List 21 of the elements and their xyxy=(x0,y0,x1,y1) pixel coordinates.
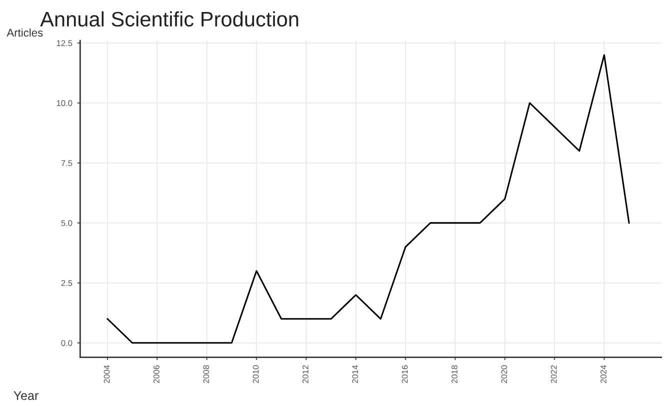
x-tick-label: 2006 xyxy=(153,365,160,384)
x-tick-label: 2024 xyxy=(600,365,606,384)
x-tick-label: 2004 xyxy=(104,365,110,384)
x-tick-label: 2012 xyxy=(302,365,308,384)
x-axis-title: Year xyxy=(14,391,38,400)
y-tick-label: 12.5 xyxy=(56,40,72,46)
y-tick-label: 10.0 xyxy=(56,100,72,106)
x-tick-label: 2010 xyxy=(252,365,259,384)
x-tick-label: 2014 xyxy=(352,365,358,384)
x-tick-label: 2016 xyxy=(402,365,408,384)
y-tick-label: 5.0 xyxy=(61,220,72,226)
chart-title: Annual Scientific Production xyxy=(40,11,298,27)
y-axis-title: Articles xyxy=(6,28,43,37)
x-tick-label: 2022 xyxy=(550,365,557,384)
y-tick-label: 2.5 xyxy=(61,280,72,286)
x-tick-label: 2018 xyxy=(452,365,458,384)
line-series xyxy=(106,54,630,344)
y-tick-label: 0.0 xyxy=(61,340,72,346)
x-tick-label: 2008 xyxy=(203,365,210,384)
y-tick-label: 7.5 xyxy=(61,160,72,166)
x-tick-label: 2020 xyxy=(501,365,508,384)
